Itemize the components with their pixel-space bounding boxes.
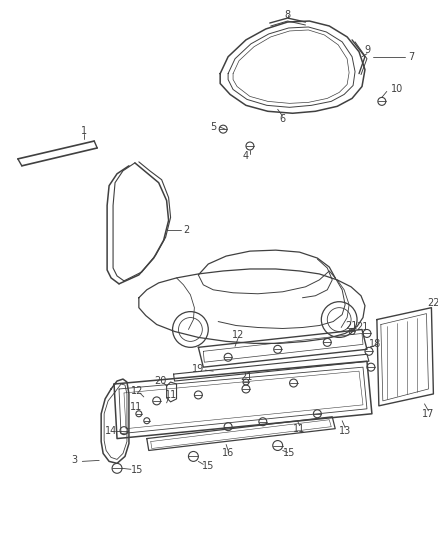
Text: 15: 15 (131, 465, 143, 475)
Text: 15: 15 (283, 448, 295, 458)
Text: 6: 6 (279, 114, 285, 124)
Text: 12: 12 (131, 386, 143, 396)
Text: 11: 11 (130, 402, 141, 412)
Text: 10: 10 (390, 84, 402, 94)
Text: 21: 21 (355, 321, 367, 332)
Text: 4: 4 (242, 151, 248, 161)
Text: 7: 7 (407, 52, 414, 62)
Text: 14: 14 (105, 426, 117, 435)
Text: 13: 13 (338, 426, 350, 435)
Text: 19: 19 (192, 364, 204, 374)
Text: 3: 3 (71, 455, 77, 465)
Text: 15: 15 (201, 462, 214, 471)
Text: 18: 18 (368, 340, 380, 349)
Text: 21: 21 (239, 372, 251, 382)
Text: 12: 12 (231, 330, 244, 341)
Text: 16: 16 (222, 448, 234, 458)
Text: 1: 1 (81, 126, 87, 136)
Text: 11: 11 (164, 390, 177, 400)
Text: 20: 20 (154, 376, 166, 386)
Text: 22: 22 (426, 298, 438, 308)
Text: 17: 17 (421, 409, 434, 419)
Text: 11: 11 (293, 424, 305, 434)
Text: 8: 8 (284, 10, 290, 20)
Text: 9: 9 (363, 45, 369, 55)
Text: 21: 21 (344, 320, 357, 330)
Text: 5: 5 (210, 122, 216, 132)
Text: 2: 2 (183, 225, 189, 235)
